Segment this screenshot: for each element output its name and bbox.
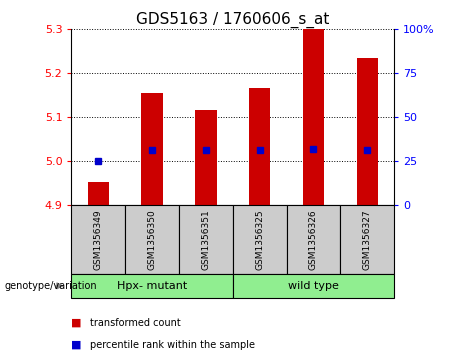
- Bar: [71, 274, 233, 298]
- Bar: [88, 182, 109, 205]
- Bar: [287, 205, 340, 274]
- Bar: [249, 89, 271, 205]
- Text: percentile rank within the sample: percentile rank within the sample: [90, 340, 255, 350]
- Text: GSM1356326: GSM1356326: [309, 209, 318, 270]
- Text: GSM1356327: GSM1356327: [363, 209, 372, 270]
- Text: Hpx- mutant: Hpx- mutant: [117, 281, 187, 291]
- Bar: [125, 205, 179, 274]
- Text: ■: ■: [71, 340, 82, 350]
- Text: GSM1356349: GSM1356349: [94, 209, 103, 270]
- Bar: [233, 205, 287, 274]
- Text: transformed count: transformed count: [90, 318, 181, 328]
- Bar: [233, 274, 394, 298]
- Text: GSM1356325: GSM1356325: [255, 209, 264, 270]
- Text: genotype/variation: genotype/variation: [5, 281, 97, 291]
- Text: wild type: wild type: [288, 281, 339, 291]
- Bar: [340, 205, 394, 274]
- Bar: [179, 205, 233, 274]
- Bar: [303, 29, 324, 205]
- Bar: [195, 110, 217, 205]
- Title: GDS5163 / 1760606_s_at: GDS5163 / 1760606_s_at: [136, 12, 330, 28]
- Bar: [71, 205, 125, 274]
- Bar: [142, 93, 163, 205]
- Text: ■: ■: [71, 318, 82, 328]
- Text: GSM1356351: GSM1356351: [201, 209, 210, 270]
- Text: GSM1356350: GSM1356350: [148, 209, 157, 270]
- Bar: [356, 58, 378, 205]
